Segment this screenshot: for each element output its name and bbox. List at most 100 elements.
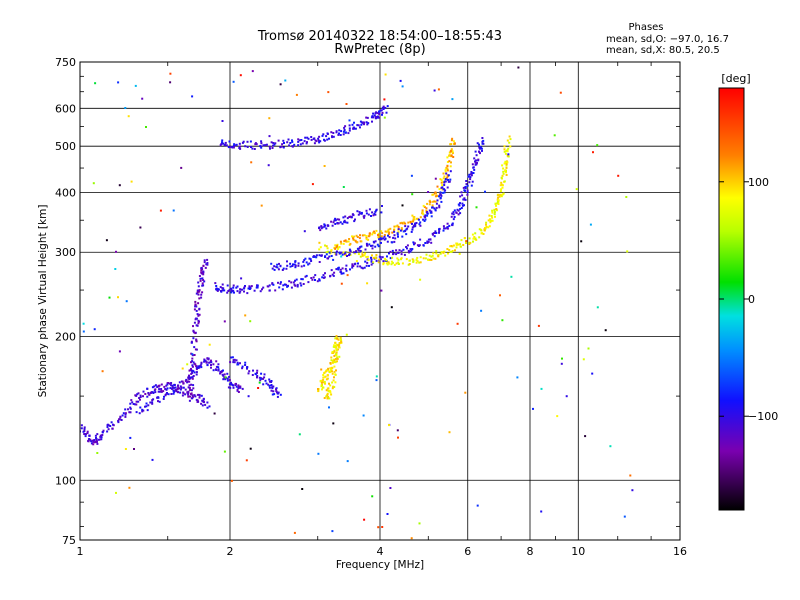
scatter-point — [271, 393, 274, 396]
scatter-point — [325, 389, 328, 392]
scatter-point — [326, 247, 329, 250]
scatter-point — [342, 242, 345, 245]
scatter-point — [234, 383, 237, 386]
scatter-point — [396, 257, 399, 260]
scatter-point — [427, 241, 430, 243]
scatter-point — [373, 114, 376, 117]
scatter-point — [424, 242, 427, 244]
scatter-point — [439, 196, 442, 199]
scatter-point — [173, 390, 176, 393]
scatter-point — [323, 397, 326, 399]
scatter-point — [419, 224, 422, 227]
scatter-point — [225, 144, 228, 147]
scatter-point — [378, 238, 381, 241]
scatter-point — [381, 232, 384, 235]
scatter-point — [358, 237, 361, 240]
scatter-point — [412, 220, 415, 223]
scatter-point — [171, 386, 174, 389]
scatter-point — [377, 115, 379, 118]
scatter-point — [333, 354, 336, 357]
scatter-point — [229, 145, 232, 148]
scatter-point — [228, 140, 231, 143]
scatter-point — [328, 397, 331, 400]
scatter-point — [190, 369, 193, 372]
scatter-point — [438, 188, 441, 191]
scatter-point — [433, 207, 436, 210]
scatter-point — [321, 388, 323, 391]
noise-point — [151, 458, 154, 461]
noise-point — [348, 119, 351, 122]
scatter-point — [221, 283, 224, 286]
scatter-point — [145, 402, 148, 405]
scatter-point — [489, 218, 491, 221]
scatter-point — [360, 211, 363, 214]
scatter-point — [232, 289, 235, 292]
scatter-point — [457, 213, 460, 216]
scatter-point — [199, 364, 202, 367]
scatter-point — [194, 363, 197, 366]
scatter-point — [444, 227, 447, 230]
scatter-point — [450, 161, 452, 164]
scatter-point — [195, 348, 198, 351]
scatter-point — [198, 396, 201, 399]
scatter-point — [438, 195, 440, 198]
scatter-point — [484, 227, 486, 229]
scatter-point — [230, 356, 233, 359]
scatter-point — [468, 237, 471, 240]
scatter-point — [229, 382, 232, 385]
scatter-point — [488, 214, 491, 217]
scatter-point — [164, 394, 167, 397]
scatter-point — [212, 363, 215, 366]
scatter-point — [480, 229, 483, 232]
noise-point — [517, 66, 520, 69]
scatter-point — [206, 406, 209, 409]
scatter-point — [158, 400, 161, 403]
scatter-point — [383, 107, 386, 109]
scatter-point — [360, 123, 363, 126]
scatter-point — [343, 126, 346, 129]
scatter-point — [354, 262, 357, 265]
scatter-point — [507, 155, 510, 158]
scatter-point — [277, 139, 280, 142]
scatter-point — [452, 140, 455, 143]
scatter-point — [121, 414, 124, 417]
scatter-point — [442, 225, 445, 228]
scatter-point — [505, 163, 508, 166]
scatter-point — [190, 361, 192, 364]
scatter-point — [431, 254, 434, 257]
scatter-point — [156, 386, 159, 388]
scatter-point — [482, 142, 485, 145]
scatter-point — [338, 246, 341, 248]
scatter-point — [373, 232, 376, 235]
scatter-point — [316, 280, 319, 283]
scatter-point — [198, 394, 201, 397]
noise-point — [629, 474, 632, 477]
scatter-point — [263, 373, 266, 376]
scatter-point — [434, 257, 437, 260]
scatter-point — [220, 143, 223, 145]
scatter-point — [359, 212, 362, 215]
scatter-point — [154, 391, 157, 394]
scatter-point — [187, 380, 189, 383]
noise-point — [584, 435, 587, 438]
scatter-point — [293, 263, 296, 266]
noise-point — [540, 387, 543, 390]
scatter-point — [221, 373, 224, 376]
scatter-point — [196, 400, 199, 403]
scatter-point — [208, 361, 211, 364]
scatter-point — [306, 141, 308, 144]
scatter-point — [190, 383, 193, 386]
scatter-point — [502, 167, 505, 170]
noise-point — [587, 347, 590, 350]
scatter-point — [220, 290, 223, 293]
scatter-point — [326, 377, 329, 380]
scatter-point — [377, 232, 380, 235]
scatter-point — [195, 292, 198, 295]
scatter-point — [324, 255, 327, 258]
scatter-point — [124, 408, 127, 411]
scatter-point — [290, 286, 293, 289]
noise-point — [117, 296, 119, 299]
scatter-point — [344, 125, 347, 128]
scatter-point — [435, 252, 438, 255]
scatter-point — [202, 284, 205, 287]
